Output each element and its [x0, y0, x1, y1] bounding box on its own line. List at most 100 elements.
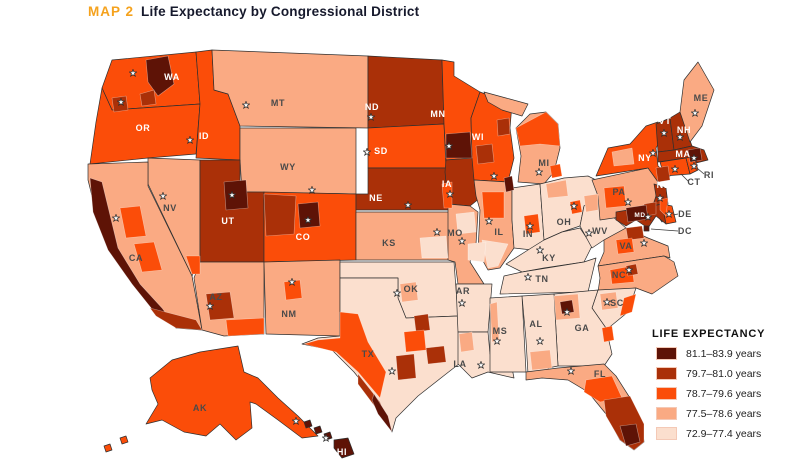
map-legend: LIFE EXPECTANCY 81.1–83.9 years 79.7–81.… [652, 328, 784, 447]
legend-swatch-band4 [656, 407, 677, 420]
state-label-MT: MT [271, 98, 285, 108]
state-shape-NC [597, 255, 679, 295]
district-shape [455, 211, 477, 235]
state-shape-AK-island [103, 443, 113, 453]
figure-title-text: Life Expectancy by Congressional Distric… [141, 4, 420, 19]
legend-label: 77.5–78.6 years [686, 407, 762, 420]
state-label-MS: MS [493, 326, 508, 336]
district-shape [475, 143, 495, 165]
district-shape [619, 423, 641, 447]
district-shape [185, 255, 201, 275]
legend-swatch-band5 [656, 427, 677, 440]
state-shape-ME [679, 61, 715, 143]
district-shape [205, 291, 235, 321]
state-shape-TN [499, 257, 597, 295]
district-shape [481, 191, 505, 219]
state-label-DE: DE [678, 209, 692, 219]
state-label-PA: PA [612, 187, 625, 197]
district-shape [297, 201, 321, 229]
district-shape [625, 225, 645, 241]
legend-swatch-band2 [656, 367, 677, 380]
district-shape [403, 329, 427, 353]
state-label-SC: SC [610, 298, 624, 308]
state-label-CA: CA [129, 253, 143, 263]
state-label-TN: TN [535, 274, 548, 284]
district-shape [583, 193, 599, 213]
district-shape [481, 239, 509, 269]
state-label-WI: WI [472, 132, 484, 142]
legend-swatch-band3 [656, 387, 677, 400]
district-shape [569, 199, 583, 215]
state-label-NC: NC [612, 270, 626, 280]
figure-number-tag: MAP 2 [88, 4, 135, 19]
state-label-MN: MN [430, 109, 445, 119]
state-label-NH: NH [677, 125, 691, 135]
state-shape-WY [239, 127, 357, 195]
district-shape [545, 179, 569, 199]
leader-lines-layer [650, 167, 705, 232]
district-shape [445, 131, 473, 159]
label-leader-line [672, 213, 679, 216]
state-label-GA: GA [575, 323, 590, 333]
legend-label: 79.7–81.0 years [686, 367, 762, 380]
state-label-AL: AL [529, 319, 542, 329]
state-label-UT: UT [221, 216, 234, 226]
state-label-RI: RI [704, 170, 714, 180]
state-label-CO: CO [296, 232, 311, 242]
legend-label: 81.1–83.9 years [686, 347, 762, 360]
state-label-OH: OH [557, 217, 572, 227]
district-shape [529, 349, 553, 371]
district-shape [441, 181, 453, 209]
district-shape [133, 241, 163, 273]
state-label-OR: OR [136, 123, 151, 133]
state-shape-MI-upper [483, 91, 529, 117]
state-label-VT: VT [659, 116, 672, 126]
district-shape [611, 147, 635, 167]
state-label-WY: WY [280, 162, 296, 172]
district-shape [687, 147, 703, 163]
state-label-AR: AR [456, 286, 470, 296]
district-shape [659, 197, 669, 217]
state-label-NV: NV [163, 203, 177, 213]
state-label-HI: HI [337, 447, 347, 457]
district-shape [419, 235, 449, 259]
district-shape [503, 175, 515, 193]
district-shape [619, 293, 637, 317]
district-shape [515, 111, 561, 147]
legend-title: LIFE EXPECTANCY [652, 328, 766, 340]
state-label-MI: MI [538, 158, 549, 168]
state-label-AZ: AZ [209, 292, 222, 302]
state-shape-HI-island [303, 419, 313, 429]
state-label-NY: NY [638, 153, 652, 163]
district-shape [223, 179, 249, 211]
state-label-VA: VA [619, 241, 632, 251]
state-label-KS: KS [382, 238, 396, 248]
state-label-MD: MD [634, 212, 645, 219]
district-shape [119, 205, 147, 239]
district-shape [395, 353, 417, 381]
state-label-OK: OK [404, 284, 419, 294]
state-label-MO: MO [447, 228, 463, 238]
districts-layer [89, 55, 703, 451]
state-shape-AK-island [119, 435, 129, 445]
state-label-ME: ME [694, 93, 709, 103]
state-shape-HI-island [313, 425, 323, 435]
district-shape [425, 345, 447, 365]
district-shape [615, 237, 635, 255]
district-shape [263, 193, 297, 237]
label-leader-line [650, 228, 679, 232]
state-label-ID: ID [199, 131, 209, 141]
label-leader-line [680, 173, 689, 182]
label-leader-line [696, 167, 705, 175]
legend-item: 81.1–83.9 years [652, 347, 784, 360]
state-label-NJ: NJ [657, 180, 670, 190]
district-shape [149, 307, 203, 331]
state-shape-HI [333, 437, 355, 459]
state-label-ND: ND [365, 102, 379, 112]
district-shape [603, 185, 627, 209]
district-shape [399, 281, 419, 303]
figure-title: MAP 2 Life Expectancy by Congressional Di… [88, 4, 419, 19]
district-shape [145, 55, 175, 97]
district-shape [549, 163, 563, 179]
district-shape [139, 89, 157, 107]
